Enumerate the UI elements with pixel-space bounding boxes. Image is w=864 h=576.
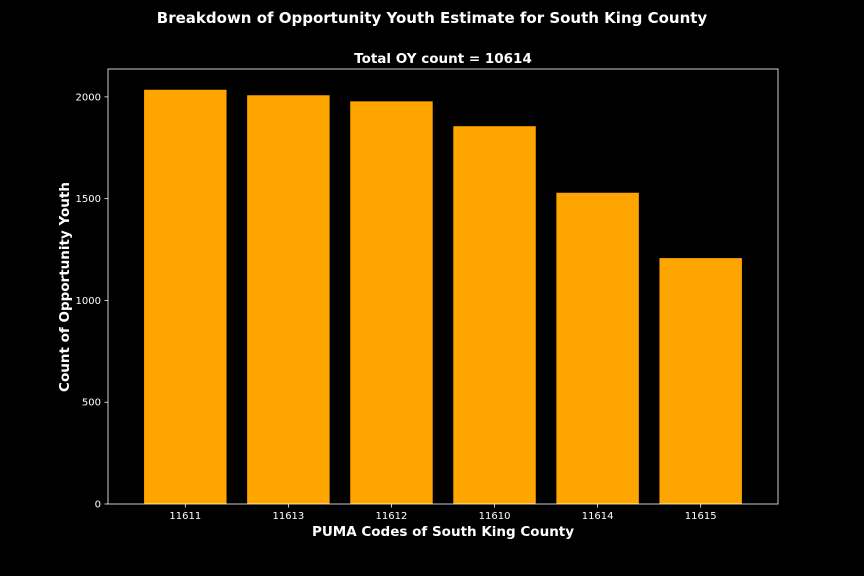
figure-suptitle: Breakdown of Opportunity Youth Estimate … xyxy=(156,9,708,27)
y-axis-label: Count of Opportunity Youth xyxy=(57,182,73,392)
bar-11613 xyxy=(247,95,330,504)
y-tick-label: 1500 xyxy=(76,194,101,205)
axes-frame xyxy=(107,68,779,505)
bar-11611 xyxy=(144,89,227,504)
x-tick-label: 11611 xyxy=(169,511,201,522)
x-tick-label: 11615 xyxy=(685,511,717,522)
y-tick-label: 500 xyxy=(82,398,101,409)
bar-11615 xyxy=(659,258,742,504)
bar-11612 xyxy=(350,101,433,504)
y-tick-label: 2000 xyxy=(76,92,101,103)
axes-title: Total OY count = 10614 xyxy=(354,51,532,67)
y-tick-label: 1000 xyxy=(76,296,101,307)
bar-11614 xyxy=(556,192,639,505)
x-axis-label: PUMA Codes of South King County xyxy=(312,524,574,540)
bar-11610 xyxy=(453,126,536,505)
x-tick-label: 11614 xyxy=(582,511,614,522)
bars-group xyxy=(144,89,742,505)
y-ticks-group: 0 500 1000 1500 2000 xyxy=(76,92,108,511)
x-ticks-group: 11611 11613 11612 11610 11614 11615 xyxy=(169,504,717,522)
x-tick-label: 11613 xyxy=(272,511,304,522)
x-tick-label: 11612 xyxy=(376,511,408,522)
y-tick-label: 0 xyxy=(95,500,101,511)
x-tick-label: 11610 xyxy=(479,511,511,522)
